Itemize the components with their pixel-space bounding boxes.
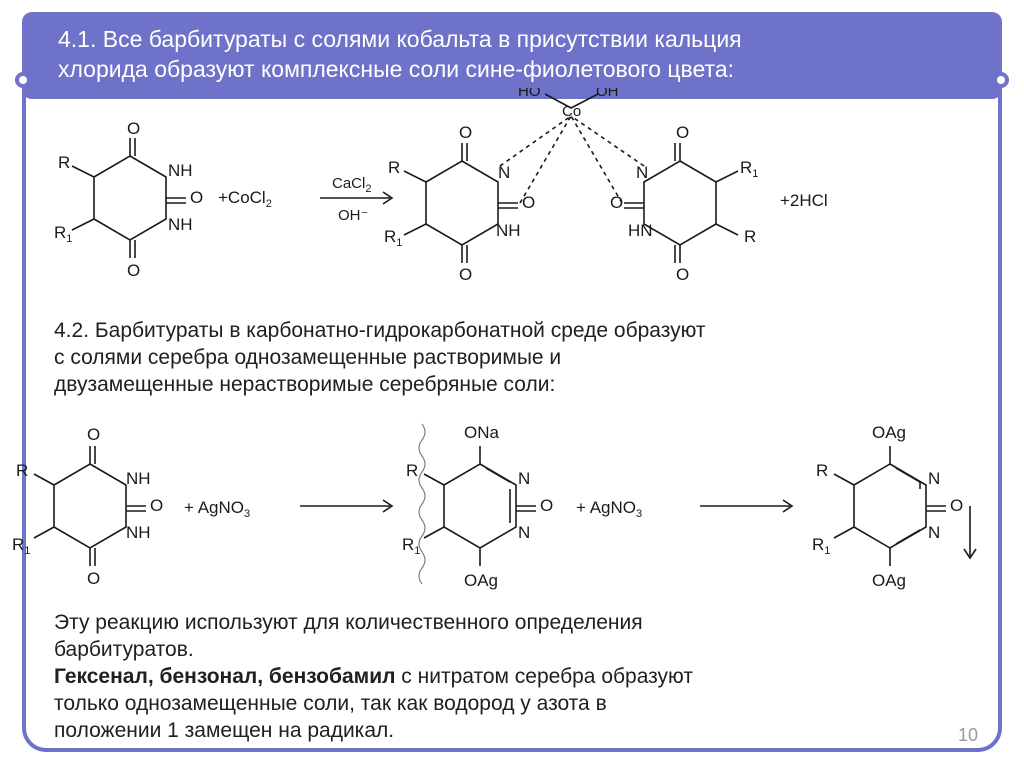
svg-text:O: O bbox=[127, 261, 140, 280]
svg-text:Co: Co bbox=[562, 103, 581, 120]
svg-text:O: O bbox=[676, 123, 689, 142]
svg-text:O: O bbox=[459, 123, 472, 142]
svg-text:N: N bbox=[518, 523, 530, 542]
svg-text:R: R bbox=[16, 461, 28, 480]
slide: 4.1. Все барбитураты с солями кобальта в… bbox=[0, 0, 1024, 768]
footer-bold: Гексенал, бензонал, бензобамил bbox=[54, 665, 395, 688]
svg-text:HN: HN bbox=[628, 221, 653, 240]
svg-text:R: R bbox=[744, 227, 756, 246]
svg-text:NH: NH bbox=[168, 161, 193, 180]
svg-text:O: O bbox=[950, 496, 963, 515]
svg-text:O: O bbox=[610, 193, 623, 212]
reagent-cocl2: +CoCl2 bbox=[218, 188, 272, 210]
svg-text:R: R bbox=[406, 461, 418, 480]
svg-text:OH: OH bbox=[596, 88, 619, 100]
frame-dot bbox=[993, 72, 1009, 88]
svg-text:R: R bbox=[816, 461, 828, 480]
svg-text:R: R bbox=[58, 153, 70, 172]
reaction-41-diagram: O O O NH NH R R1 +CoCl2 CaCl2 OH⁻ O O O … bbox=[40, 88, 1000, 318]
svg-text:NH: NH bbox=[168, 215, 193, 234]
svg-text:N: N bbox=[928, 523, 940, 542]
svg-text:O: O bbox=[127, 119, 140, 138]
section-42-text: 4.2. Барбитураты в карбонатно-гидрокарбо… bbox=[54, 318, 970, 399]
svg-text:O: O bbox=[150, 496, 163, 515]
svg-text:O: O bbox=[87, 425, 100, 444]
svg-text:+ AgNO3: + AgNO3 bbox=[576, 498, 642, 520]
svg-text:R1: R1 bbox=[12, 535, 30, 557]
reaction-42-diagram: O O O NH NH R R1 + AgNO3 ONa OAg O N N R R1 +… bbox=[10, 406, 1014, 606]
svg-text:NH: NH bbox=[126, 469, 151, 488]
svg-text:N: N bbox=[928, 469, 940, 488]
svg-text:R1: R1 bbox=[384, 227, 402, 249]
header-band: 4.1. Все барбитураты с солями кобальта в… bbox=[22, 12, 1002, 99]
header-line1: 4.1. Все барбитураты с солями кобальта в… bbox=[58, 26, 742, 52]
svg-text:+ AgNO3: + AgNO3 bbox=[184, 498, 250, 520]
svg-text:R: R bbox=[388, 158, 400, 177]
svg-text:R1: R1 bbox=[812, 535, 830, 557]
svg-text:OAg: OAg bbox=[872, 423, 906, 442]
svg-text:O: O bbox=[540, 496, 553, 515]
footer-text: Эту реакцию используют для количественно… bbox=[54, 610, 970, 744]
svg-text:N: N bbox=[518, 469, 530, 488]
svg-text:R1: R1 bbox=[54, 223, 72, 245]
svg-text:OAg: OAg bbox=[464, 571, 498, 590]
svg-text:OAg: OAg bbox=[872, 571, 906, 590]
arrow-top: CaCl2 bbox=[332, 175, 371, 195]
svg-text:R1: R1 bbox=[402, 535, 420, 557]
header-line2: хлорида образуют комплексные соли сине-ф… bbox=[58, 56, 734, 82]
svg-text:HO: HO bbox=[518, 88, 541, 100]
svg-text:O: O bbox=[459, 265, 472, 284]
frame-dot bbox=[15, 72, 31, 88]
svg-text:N: N bbox=[636, 163, 648, 182]
svg-text:N: N bbox=[498, 163, 510, 182]
arrow-bot: OH⁻ bbox=[338, 207, 368, 224]
svg-text:O: O bbox=[676, 265, 689, 284]
svg-text:O: O bbox=[87, 569, 100, 588]
svg-text:R1: R1 bbox=[740, 158, 758, 180]
svg-text:O: O bbox=[190, 188, 203, 207]
page-number: 10 bbox=[958, 725, 978, 746]
product-tail: +2HCl bbox=[780, 191, 828, 210]
svg-text:ONa: ONa bbox=[464, 423, 500, 442]
svg-text:O: O bbox=[522, 193, 535, 212]
svg-text:NH: NH bbox=[126, 523, 151, 542]
svg-text:NH: NH bbox=[496, 221, 521, 240]
